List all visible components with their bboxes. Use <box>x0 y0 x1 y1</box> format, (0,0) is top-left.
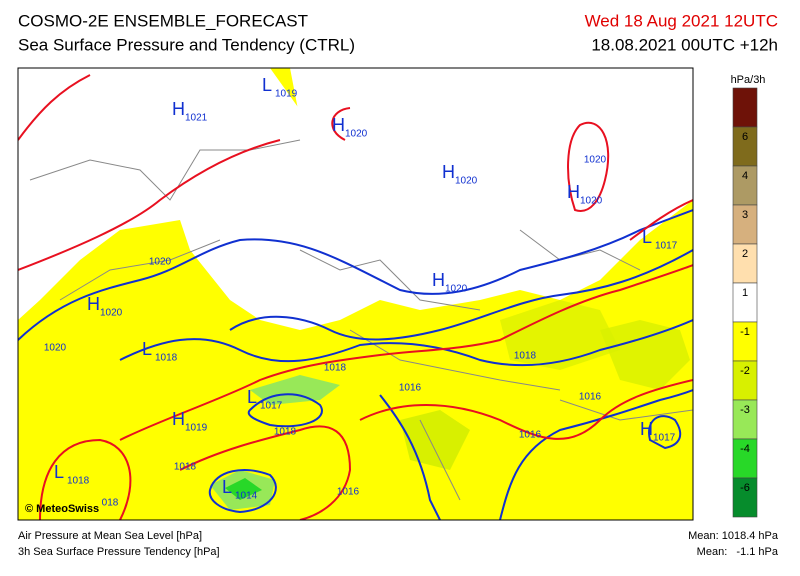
legend-label: -3 <box>740 404 750 416</box>
contour-label: 1020 <box>44 343 67 354</box>
pressure-value: 1019 <box>275 89 298 100</box>
contour-label: 1018 <box>324 363 347 374</box>
legend-label: -1 <box>740 326 750 338</box>
pressure-symbol: H <box>567 182 580 202</box>
pressure-value: 1018 <box>155 353 178 364</box>
mean-pressure: Mean: 1018.4 hPa <box>688 530 779 542</box>
contour-label: 1016 <box>337 487 360 498</box>
contour-label: 1018 <box>514 351 537 362</box>
pressure-symbol: H <box>332 115 345 135</box>
subtitle: Sea Surface Pressure and Tendency (CTRL) <box>18 35 355 54</box>
legend-swatch <box>732 87 758 128</box>
pressure-symbol: L <box>142 339 152 359</box>
pressure-symbol: L <box>247 387 257 407</box>
pressure-symbol: L <box>642 227 652 247</box>
contour-label: 1018 <box>174 462 197 473</box>
legend-swatch <box>732 360 758 401</box>
pressure-value: 1019 <box>185 423 208 434</box>
pressure-symbol: H <box>442 162 455 182</box>
pressure-symbol: H <box>172 99 185 119</box>
legend-label: 3 <box>742 209 748 221</box>
pressure-value: 1017 <box>653 433 676 444</box>
contour-label: 1016 <box>579 392 602 403</box>
mean-tendency: Mean: -1.1 hPa <box>697 546 779 558</box>
legend-label: 2 <box>742 248 748 260</box>
legend-swatch <box>732 204 758 245</box>
legend-label: -4 <box>740 443 750 455</box>
legend-swatch <box>732 282 758 323</box>
legend-swatch <box>732 477 758 518</box>
contour-label: 1020 <box>149 257 172 268</box>
contour-label: 1016 <box>519 430 542 441</box>
legend-label: 4 <box>742 170 748 182</box>
pressure-value: 1014 <box>235 491 258 502</box>
legend-unit: hPa/3h <box>731 74 766 86</box>
contour-label: 1018 <box>274 427 297 438</box>
pressure-symbol: L <box>54 462 64 482</box>
pressure-value: 1017 <box>655 241 678 252</box>
legend-label: 6 <box>742 131 748 143</box>
pressure-symbol: H <box>172 409 185 429</box>
contour-label: 1016 <box>399 383 422 394</box>
pressure-value: 1018 <box>67 476 90 487</box>
pressure-value: 1021 <box>185 113 208 124</box>
legend-swatch <box>732 126 758 167</box>
contour-label: 018 <box>102 498 119 509</box>
legend-label: 1 <box>742 287 748 299</box>
legend-swatch <box>732 321 758 362</box>
footer-line: Air Pressure at Mean Sea Level [hPa] <box>18 530 202 542</box>
pressure-symbol: L <box>222 477 232 497</box>
pressure-symbol: H <box>87 294 100 314</box>
pressure-value: 1020 <box>100 308 123 319</box>
contour-label: 1020 <box>584 155 607 166</box>
pressure-value: 1020 <box>580 196 603 207</box>
pressure-symbol: H <box>432 270 445 290</box>
legend-swatch <box>732 165 758 206</box>
legend-swatch <box>732 399 758 440</box>
pressure-value: 1020 <box>455 176 478 187</box>
pressure-value: 1017 <box>260 401 283 412</box>
footer-line: 3h Sea Surface Pressure Tendency [hPa] <box>18 546 220 558</box>
legend-swatch <box>732 438 758 479</box>
title: COSMO-2E ENSEMBLE_FORECAST <box>18 11 308 30</box>
pressure-symbol: H <box>640 419 653 439</box>
legend-swatch <box>732 243 758 284</box>
pressure-symbol: L <box>262 75 272 95</box>
pressure-value: 1020 <box>445 284 468 295</box>
valid-time: Wed 18 Aug 2021 12UTC <box>585 11 778 30</box>
pressure-value: 1020 <box>345 129 368 140</box>
run-time: 18.08.2021 00UTC +12h <box>591 35 778 54</box>
map-frame <box>17 67 694 521</box>
legend-label: -6 <box>740 482 750 494</box>
legend-label: -2 <box>740 365 750 377</box>
legend: 6 4 3 2 1 -1 -2 -3 -4 -6 <box>732 87 758 518</box>
copyright: © MeteoSwiss <box>25 503 99 515</box>
